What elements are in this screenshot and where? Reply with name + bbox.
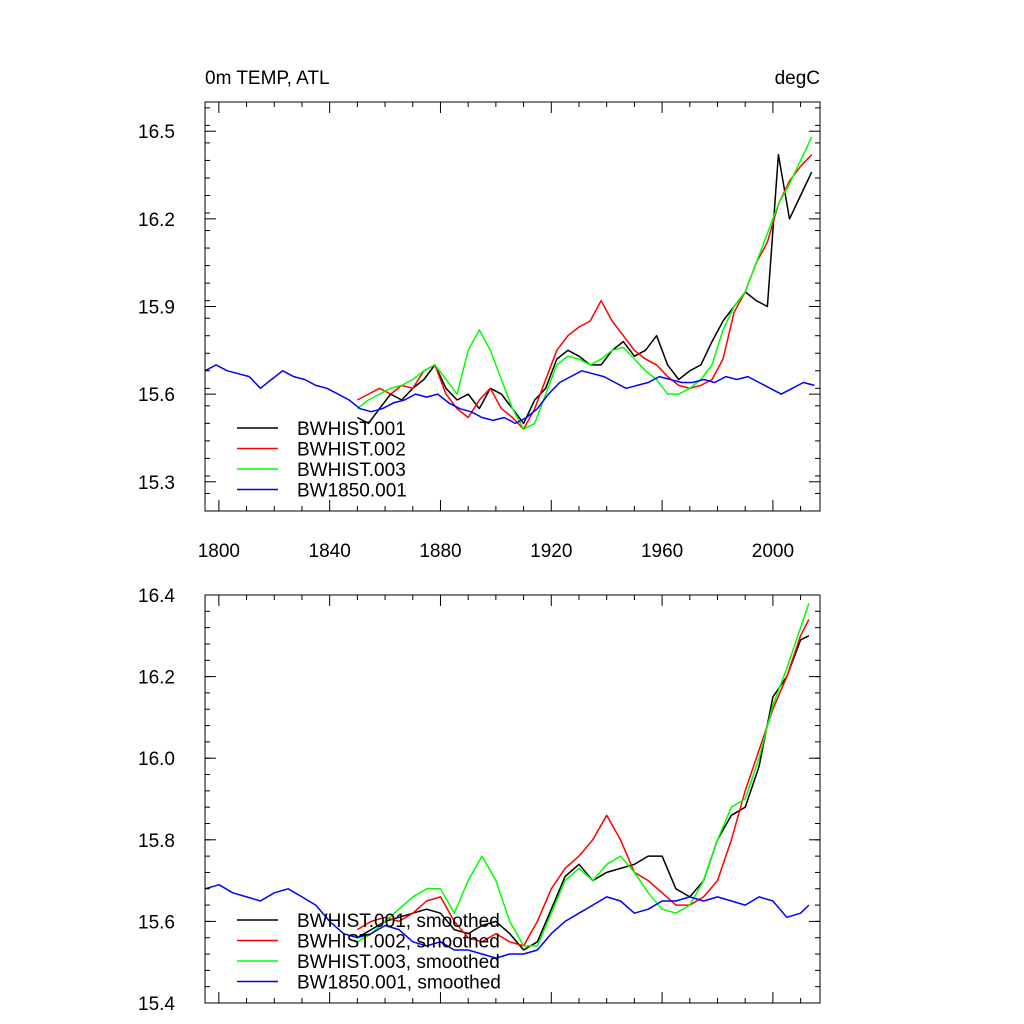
top-x-tick-label: 1880 xyxy=(419,541,461,562)
bottom-series-line-3 xyxy=(204,883,810,959)
top-x-tick-label: 1960 xyxy=(641,541,683,562)
bottom-legend-label-0: BWHIST.001, smoothed xyxy=(297,911,500,932)
bottom-plot-frame xyxy=(204,594,821,1004)
top-axes: 1800 1840 1880 1920 1960 2000 15.3 15.6 15.9 16.2… xyxy=(138,101,821,562)
top-series-line-3 xyxy=(204,364,815,425)
bottom-series-line-2 xyxy=(357,602,810,947)
top-y-tick-label: 16.5 xyxy=(138,122,175,143)
bottom-legend-label-2: BWHIST.003, smoothed xyxy=(297,952,500,973)
top-y-tick-label: 15.9 xyxy=(138,298,175,319)
top-x-tick-label: 1920 xyxy=(530,541,572,562)
bottom-y-tick-label: 15.4 xyxy=(138,994,175,1015)
top-series-line-0 xyxy=(357,153,813,425)
top-y-tick-label: 16.2 xyxy=(138,210,175,231)
bottom-axes: 15.4 15.6 15.8 16.0 16.2 16.4 xyxy=(138,586,821,1015)
top-legend-label-1: BWHIST.002 xyxy=(297,440,406,461)
top-series-line-2 xyxy=(356,136,813,430)
bottom-y-tick-label: 15.6 xyxy=(138,912,175,933)
bottom-legend-label-1: BWHIST.002, smoothed xyxy=(297,932,500,953)
top-x-tick-label: 2000 xyxy=(752,541,794,562)
top-y-tick-label: 15.6 xyxy=(138,385,175,406)
bottom-series-line-1 xyxy=(357,619,810,947)
bottom-legend-label-3: BW1850.001, smoothed xyxy=(297,973,501,994)
top-series-line-1 xyxy=(357,154,813,430)
top-x-tick-label: 1840 xyxy=(309,541,351,562)
top-x-tick-label: 1800 xyxy=(198,541,240,562)
top-y-tick-label: 15.3 xyxy=(138,473,175,494)
top-chart-panel: 0m TEMP, ATL degC 1800 1840 1880 1920 1960 20… xyxy=(138,68,821,562)
top-series-group xyxy=(204,136,815,430)
bottom-series-group xyxy=(204,602,810,959)
bottom-y-tick-label: 16.2 xyxy=(138,668,175,689)
top-legend-label-0: BWHIST.001 xyxy=(297,419,406,440)
bottom-y-tick-label: 16.0 xyxy=(138,749,175,770)
top-legend-label-2: BWHIST.003 xyxy=(297,460,406,481)
bottom-series-line-0 xyxy=(357,635,810,951)
bottom-chart-panel: 15.4 15.6 15.8 16.0 16.2 16.4 BWHIST.001, smo… xyxy=(138,586,821,1015)
bottom-y-tick-label: 15.8 xyxy=(138,831,175,852)
chart-units-label: degC xyxy=(775,68,820,89)
top-legend-label-3: BW1850.001 xyxy=(297,481,407,502)
chart-title-left: 0m TEMP, ATL xyxy=(205,68,330,89)
bottom-y-tick-label: 16.4 xyxy=(138,586,175,607)
